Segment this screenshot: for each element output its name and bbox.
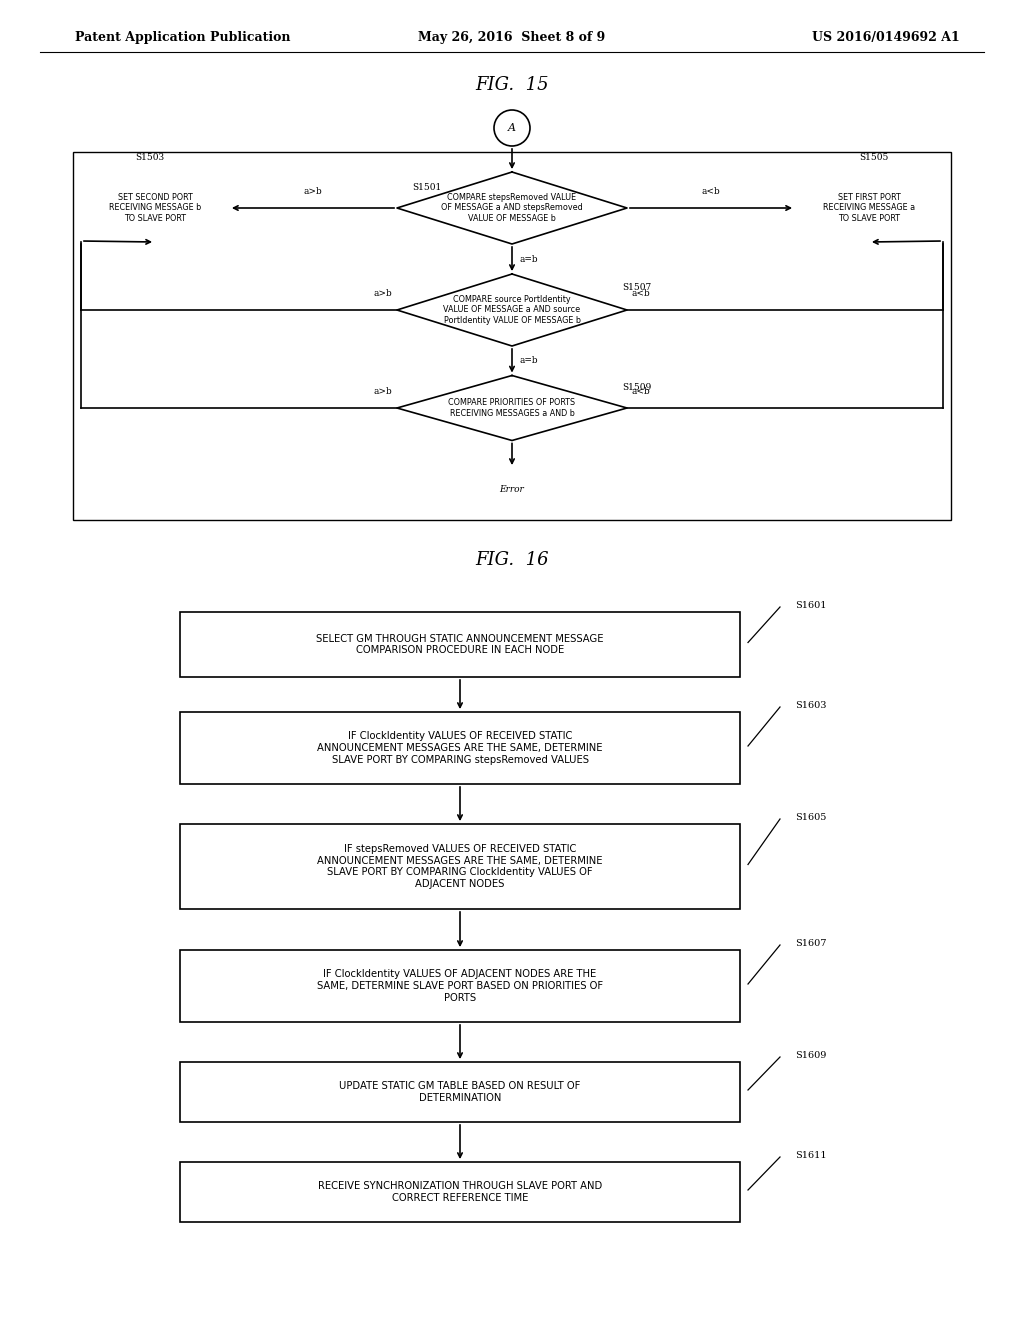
Text: A: A	[508, 123, 516, 133]
Text: S1505: S1505	[859, 153, 889, 162]
Text: COMPARE source PortIdentity
VALUE OF MESSAGE a AND source
PortIdentity VALUE OF : COMPARE source PortIdentity VALUE OF MES…	[443, 296, 581, 325]
Bar	[73, 152, 951, 520]
Text: SET SECOND PORT
RECEIVING MESSAGE b
TO SLAVE PORT: SET SECOND PORT RECEIVING MESSAGE b TO S…	[109, 193, 201, 223]
Text: a<b: a<b	[632, 289, 650, 298]
Text: S1509: S1509	[622, 384, 651, 392]
Bar	[180, 1162, 740, 1222]
Text: a<b: a<b	[632, 387, 650, 396]
Bar	[180, 824, 740, 909]
Text: S1609: S1609	[795, 1051, 826, 1060]
Text: S1605: S1605	[795, 813, 826, 821]
Text: a>b: a>b	[374, 289, 392, 298]
Bar	[180, 950, 740, 1022]
Bar	[795, 174, 943, 242]
Text: May 26, 2016  Sheet 8 of 9: May 26, 2016 Sheet 8 of 9	[419, 32, 605, 45]
Text: Error: Error	[500, 486, 524, 495]
Text: IF ClockIdentity VALUES OF ADJACENT NODES ARE THE
SAME, DETERMINE SLAVE PORT BAS: IF ClockIdentity VALUES OF ADJACENT NODE…	[317, 969, 603, 1003]
Bar	[180, 711, 740, 784]
Text: S1601: S1601	[795, 601, 826, 610]
Text: S1507: S1507	[622, 284, 651, 293]
Text: a>b: a>b	[374, 387, 392, 396]
Bar	[180, 612, 740, 677]
Text: SET FIRST PORT
RECEIVING MESSAGE a
TO SLAVE PORT: SET FIRST PORT RECEIVING MESSAGE a TO SL…	[823, 193, 915, 223]
Text: US 2016/0149692 A1: US 2016/0149692 A1	[812, 32, 961, 45]
Text: S1503: S1503	[135, 153, 164, 162]
Text: S1607: S1607	[795, 939, 826, 948]
Text: FIG.  16: FIG. 16	[475, 550, 549, 569]
Bar	[81, 174, 229, 242]
Text: IF ClockIdentity VALUES OF RECEIVED STATIC
ANNOUNCEMENT MESSAGES ARE THE SAME, D: IF ClockIdentity VALUES OF RECEIVED STAT…	[317, 731, 603, 764]
Bar	[180, 1063, 740, 1122]
Text: RECEIVE SYNCHRONIZATION THROUGH SLAVE PORT AND
CORRECT REFERENCE TIME: RECEIVE SYNCHRONIZATION THROUGH SLAVE PO…	[317, 1181, 602, 1203]
Text: S1611: S1611	[795, 1151, 826, 1159]
Text: Patent Application Publication: Patent Application Publication	[75, 32, 291, 45]
Text: a=b: a=b	[520, 356, 539, 366]
Text: UPDATE STATIC GM TABLE BASED ON RESULT OF
DETERMINATION: UPDATE STATIC GM TABLE BASED ON RESULT O…	[339, 1081, 581, 1102]
Text: a>b: a>b	[304, 187, 323, 195]
Text: COMPARE stepsRemoved VALUE
OF MESSAGE a AND stepsRemoved
VALUE OF MESSAGE b: COMPARE stepsRemoved VALUE OF MESSAGE a …	[441, 193, 583, 223]
Text: S1603: S1603	[795, 701, 826, 710]
Text: IF stepsRemoved VALUES OF RECEIVED STATIC
ANNOUNCEMENT MESSAGES ARE THE SAME, DE: IF stepsRemoved VALUES OF RECEIVED STATI…	[317, 843, 603, 888]
Text: SELECT GM THROUGH STATIC ANNOUNCEMENT MESSAGE
COMPARISON PROCEDURE IN EACH NODE: SELECT GM THROUGH STATIC ANNOUNCEMENT ME…	[316, 634, 604, 655]
Text: FIG.  15: FIG. 15	[475, 77, 549, 94]
Text: COMPARE PRIORITIES OF PORTS
RECEIVING MESSAGES a AND b: COMPARE PRIORITIES OF PORTS RECEIVING ME…	[449, 399, 575, 417]
Text: S1501: S1501	[412, 183, 441, 193]
Text: a=b: a=b	[520, 255, 539, 264]
Text: a<b: a<b	[701, 187, 720, 195]
